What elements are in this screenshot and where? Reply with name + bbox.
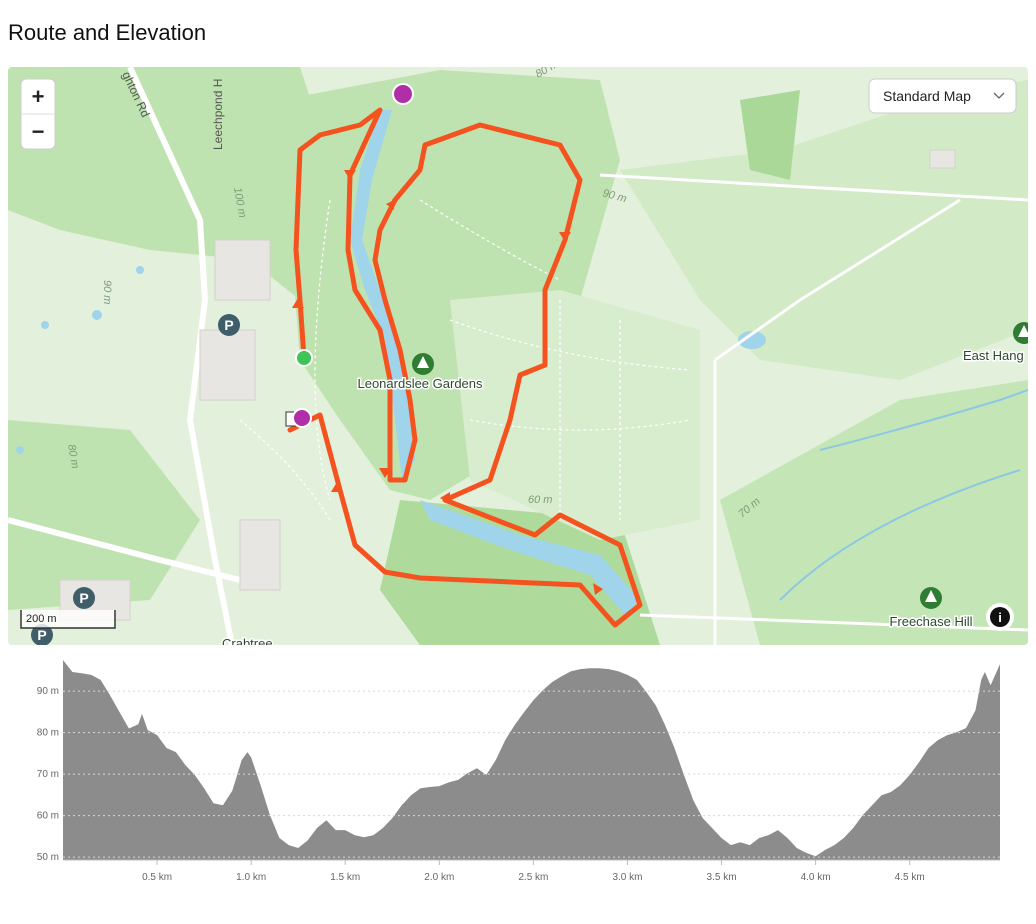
elevation-area [63,660,1000,860]
contour-label: 60 m [528,494,552,506]
parking-label: P [37,627,46,643]
tree-icons [412,322,1028,609]
scale-label: 200 m [26,613,57,625]
buildings [59,149,956,621]
scale-bar: 200 m [20,610,116,629]
y-tick-label: 70 m [37,769,59,780]
x-tick-label: 3.5 km [707,872,737,883]
place-label: East Hang [963,348,1024,363]
info-button[interactable]: i [986,603,1014,631]
poi-marker [292,408,312,428]
elevation-chart: 50 m 60 m 70 m 80 m 90 m 0.5 km 1.0 km 1.5 km 2.… [37,660,1000,883]
parking-label: P [79,590,88,606]
contour-label: 100 m [231,186,248,218]
y-tick-label: 90 m [37,686,59,697]
page-title: Route and Elevation [8,20,207,45]
contour-label: 90 m [101,280,113,304]
map-style-select[interactable]: Standard Map [868,78,1017,114]
contour-label: 80 m [65,443,81,469]
zoom-out-button[interactable]: − [32,119,45,144]
roads [8,67,1028,645]
x-tick-label: 1.0 km [236,872,266,883]
y-tick-label: 50 m [37,852,59,863]
x-tick-label: 4.5 km [895,872,925,883]
x-tick-label: 1.5 km [330,872,360,883]
x-tick-label: 3.0 km [612,872,642,883]
place-label: Leonardslee Gardens [357,376,483,391]
info-icon[interactable]: i [998,610,1002,625]
route [287,107,643,628]
x-tick-label: 4.0 km [801,872,831,883]
zoom-control: + − [20,78,56,150]
parking-icon [218,314,240,336]
map[interactable]: P P P Leonardslee Gardens East Hang Freech… [8,67,1028,645]
parking-icon [73,587,95,609]
x-tick-label: 2.0 km [424,872,454,883]
start-marker [295,349,313,367]
water [16,110,1028,615]
y-tick-label: 60 m [37,811,59,822]
route-arrows [292,170,603,595]
poi-marker [392,83,414,105]
parking-icon [31,624,53,645]
woodland [8,67,1028,645]
footpaths [239,199,691,521]
x-tick-label: 2.5 km [518,872,548,883]
parking-icons: P P P [31,314,240,645]
place-label: Freechase Hill [889,614,972,629]
y-tick-label: 80 m [37,728,59,739]
zoom-in-button[interactable]: + [32,84,45,109]
place-label: Crabtree [222,636,273,645]
road-label: Leechpond H [211,79,225,150]
map-style-label[interactable]: Standard Map [883,88,971,104]
parking-label: P [224,317,233,333]
x-tick-label: 0.5 km [142,872,172,883]
